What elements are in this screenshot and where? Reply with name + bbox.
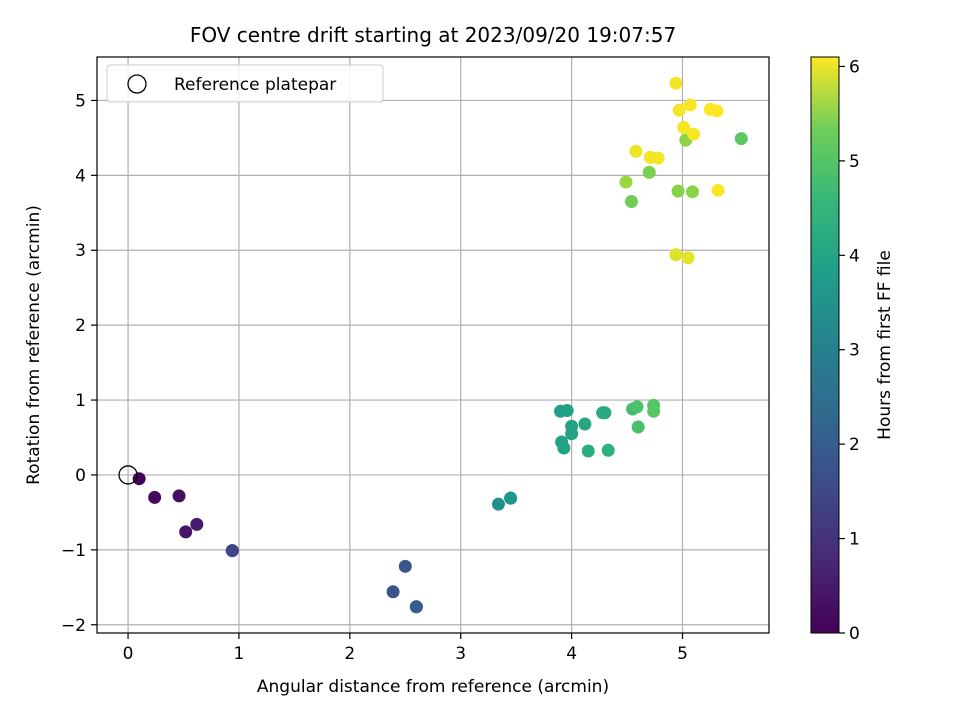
y-tick-label: 5: [75, 91, 86, 111]
data-point: [386, 585, 400, 599]
chart-title: FOV centre drift starting at 2023/09/20 …: [190, 23, 676, 47]
colorbar-gradient: [810, 56, 840, 634]
colorbar-label: Hours from first FF file: [875, 250, 895, 440]
data-point: [651, 151, 665, 165]
data-point: [598, 406, 612, 420]
data-point: [642, 165, 656, 179]
data-point: [179, 525, 193, 539]
data-point: [557, 441, 571, 455]
data-point: [669, 248, 683, 262]
y-tick-label: −1: [61, 541, 86, 561]
data-point: [578, 417, 592, 431]
y-tick-label: 3: [75, 241, 86, 261]
colorbar-tick-label: 5: [849, 152, 860, 172]
colorbar-tick-label: 3: [849, 341, 860, 361]
data-point: [601, 443, 615, 457]
y-tick-label: 2: [75, 316, 86, 336]
data-point: [409, 600, 423, 614]
reference-marker-group: [118, 465, 138, 485]
data-points: [132, 76, 748, 614]
data-point: [683, 98, 697, 112]
legend-box: [106, 64, 384, 103]
y-tick-label: 0: [75, 466, 86, 486]
data-point: [504, 491, 518, 505]
data-point: [581, 444, 595, 458]
legend-label: Reference platepar: [174, 75, 336, 95]
data-point: [629, 144, 643, 158]
x-tick-label: 1: [234, 644, 245, 664]
colorbar: 0 1 2 3 4 5 6 Hours from first FF file: [810, 56, 895, 644]
colorbar-tick-label: 1: [849, 530, 860, 550]
legend-marker-icon: [127, 74, 147, 94]
data-point: [671, 184, 685, 198]
y-axis-ticks: −2 −1 0 1 2 3 4 5: [61, 91, 97, 636]
grid: [97, 57, 769, 633]
data-point: [734, 132, 748, 146]
data-point: [669, 76, 683, 90]
data-point: [685, 185, 699, 199]
x-axis-label: Angular distance from reference (arcmin): [257, 677, 609, 697]
x-tick-label: 5: [677, 644, 688, 664]
x-tick-label: 0: [123, 644, 134, 664]
data-point: [225, 544, 239, 558]
data-point: [190, 517, 204, 531]
data-point: [148, 490, 162, 504]
legend: Reference platepar: [106, 64, 384, 103]
y-tick-label: −2: [61, 616, 86, 636]
x-tick-label: 3: [455, 644, 466, 664]
y-tick-label: 1: [75, 391, 86, 411]
data-point: [681, 251, 695, 265]
data-point: [491, 497, 505, 511]
y-tick-label: 4: [75, 166, 86, 186]
data-point: [565, 427, 579, 441]
data-point: [619, 175, 633, 189]
data-point: [132, 472, 146, 486]
x-tick-label: 2: [344, 644, 355, 664]
data-point: [624, 195, 638, 209]
y-axis-label: Rotation from reference (arcmin): [24, 205, 44, 485]
data-point: [647, 404, 661, 418]
colorbar-tick-label: 6: [849, 57, 860, 77]
data-point: [710, 104, 724, 118]
colorbar-tick-label: 2: [849, 435, 860, 455]
colorbar-ticks: 0 1 2 3 4 5 6: [839, 57, 860, 644]
data-point: [172, 489, 186, 503]
reference-platepar-marker: [118, 465, 138, 485]
plot-frame: [96, 56, 770, 634]
data-point: [630, 400, 644, 414]
data-point: [687, 127, 701, 141]
data-point: [560, 404, 574, 418]
x-axis-ticks: 0 1 2 3 4 5: [123, 633, 688, 664]
data-point: [398, 559, 412, 573]
data-point: [711, 183, 725, 197]
data-point: [677, 120, 691, 134]
data-point: [631, 420, 645, 434]
x-tick-label: 4: [566, 644, 577, 664]
colorbar-tick-label: 4: [849, 246, 860, 266]
colorbar-tick-label: 0: [849, 624, 860, 644]
data-point: [672, 103, 686, 117]
